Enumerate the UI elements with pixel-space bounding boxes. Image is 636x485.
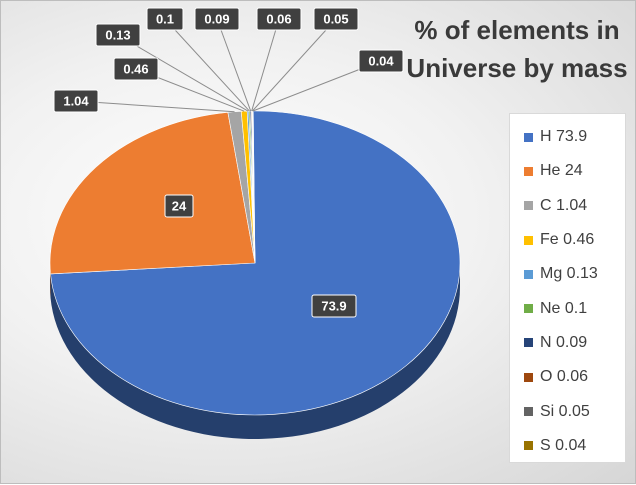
data-label-mg: 0.13 <box>105 28 130 43</box>
data-label-n-box <box>194 7 240 31</box>
legend-item-s: S 0.04 <box>510 429 625 463</box>
legend-label: He 24 <box>540 162 583 180</box>
legend-swatch <box>524 201 533 211</box>
data-label-si-box <box>313 7 359 31</box>
legend-swatch <box>524 132 533 142</box>
leader-line-n <box>216 18 252 112</box>
legend-item-si: Si 0.05 <box>510 394 625 428</box>
legend-label: Fe 0.46 <box>540 231 595 249</box>
data-label-o-box <box>256 7 302 31</box>
legend-label: Ne 0.1 <box>540 299 588 317</box>
legend-item-o: O 0.06 <box>510 360 625 394</box>
data-label-fe-box <box>113 57 159 81</box>
legend-label: O 0.06 <box>540 368 589 386</box>
legend-swatch <box>524 338 533 348</box>
legend-label: Si 0.05 <box>540 402 590 420</box>
legend-swatch <box>524 441 533 451</box>
data-label-ne-box <box>146 7 184 31</box>
legend-item-h: H 73.9 <box>510 120 625 154</box>
legend-item-n: N 0.09 <box>510 326 625 360</box>
data-label-he: 24 <box>172 199 187 214</box>
data-label-c: 1.04 <box>63 94 89 109</box>
legend-swatch <box>524 372 533 382</box>
data-label-s: 0.04 <box>368 54 394 69</box>
leader-line-c <box>75 100 235 113</box>
pie-slice-he <box>49 112 256 275</box>
leader-line-o <box>251 18 280 112</box>
data-label-he-box <box>164 194 194 218</box>
legend-item-fe: Fe 0.46 <box>510 223 625 257</box>
data-label-mg-box <box>95 23 141 47</box>
legend-item-ne: Ne 0.1 <box>510 291 625 325</box>
data-label-s-box <box>358 49 404 73</box>
legend-swatch <box>524 407 533 417</box>
legend-label: S 0.04 <box>540 436 587 454</box>
legend-item-mg: Mg 0.13 <box>510 257 625 291</box>
legend-swatch <box>524 235 533 245</box>
legend: H 73.9 He 24 C 1.04 Fe 0.46 Mg 0.13 Ne 0.1 N 0… <box>509 113 626 463</box>
legend-swatch <box>524 166 533 176</box>
legend-label: N 0.09 <box>540 333 588 351</box>
data-label-fe: 0.46 <box>123 62 148 77</box>
leader-line-mg <box>117 34 249 112</box>
data-labels: 73.9 24 1.04 0.46 0.13 0.1 0.09 0.06 0.05 0.04 <box>53 7 404 318</box>
legend-label: H 73.9 <box>540 128 588 146</box>
leader-lines <box>75 18 382 113</box>
legend-label: Mg 0.13 <box>540 265 598 283</box>
chart-title: % of elements in Universe by mass <box>406 15 628 83</box>
legend-swatch <box>524 269 533 279</box>
data-label-si: 0.05 <box>323 12 348 27</box>
leader-line-si <box>252 18 337 112</box>
data-label-h: 73.9 <box>321 299 346 314</box>
legend-swatch <box>524 304 533 314</box>
data-label-c-box <box>53 89 99 113</box>
pie-slices <box>49 110 461 416</box>
data-label-ne: 0.1 <box>156 12 174 27</box>
leader-line-ne <box>164 18 250 112</box>
data-label-h-box <box>311 294 357 318</box>
legend-item-c: C 1.04 <box>510 189 625 223</box>
legend-item-he: He 24 <box>510 154 625 188</box>
data-label-o: 0.06 <box>266 12 291 27</box>
data-label-n: 0.09 <box>204 12 229 27</box>
legend-label: C 1.04 <box>540 196 588 214</box>
